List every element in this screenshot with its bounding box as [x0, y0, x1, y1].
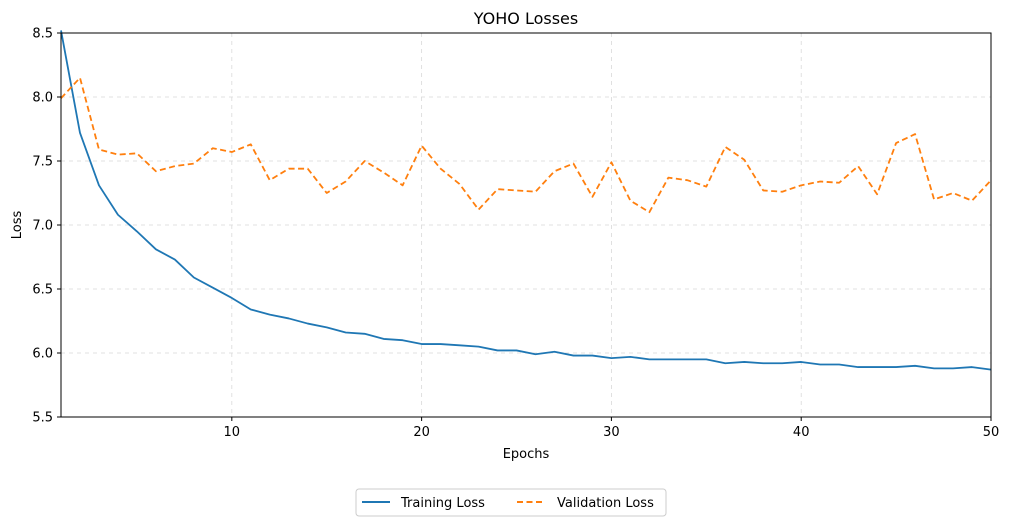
chart-title: YOHO Losses — [473, 9, 578, 28]
grid — [61, 32, 992, 418]
legend-label-training-loss: Training Loss — [400, 496, 485, 511]
legend: Training Loss Validation Loss — [355, 488, 667, 517]
x-tick-label: 30 — [603, 425, 620, 440]
y-axis: 5.5 6.0 6.5 7.0 7.5 8.0 8.5 — [32, 27, 61, 426]
series-line-training-loss — [60, 30, 992, 371]
y-tick-label: 8.0 — [32, 91, 53, 106]
y-tick-label: 6.5 — [32, 283, 53, 298]
legend-box — [355, 488, 667, 517]
y-tick-label: 6.0 — [32, 347, 53, 362]
series-layer — [60, 30, 992, 371]
y-tick-label: 7.0 — [32, 219, 53, 234]
x-tick-label: 50 — [983, 425, 1000, 440]
y-tick-label: 5.5 — [32, 411, 53, 426]
y-tick-label: 7.5 — [32, 155, 53, 170]
x-tick-label: 40 — [793, 425, 810, 440]
series-line-validation-loss — [60, 76, 992, 214]
legend-label-validation-loss: Validation Loss — [557, 496, 654, 511]
y-tick-label: 8.5 — [32, 27, 53, 42]
x-tick-label: 20 — [413, 425, 430, 440]
y-axis-title: Loss — [10, 211, 25, 240]
x-tick-label: 10 — [224, 425, 241, 440]
x-axis: 10 20 30 40 50 — [224, 417, 1000, 440]
x-axis-title: Epochs — [503, 447, 550, 462]
